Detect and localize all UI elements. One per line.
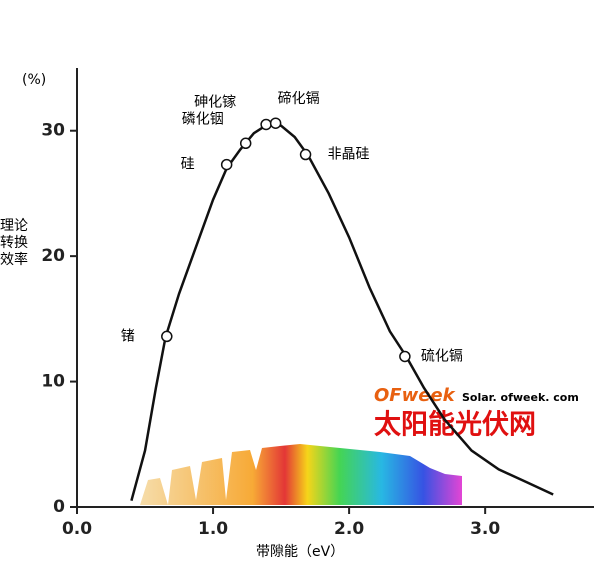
y-axis-label: 理论转换效率 xyxy=(0,218,28,268)
x-axis-label: 带隙能（eV） xyxy=(256,544,344,560)
material-label: 磷化铟 xyxy=(182,111,224,127)
material-point xyxy=(220,158,233,171)
material-label: 非晶硅 xyxy=(328,147,370,163)
material-label: 硫化镉 xyxy=(421,348,463,364)
y-unit: (%) xyxy=(22,72,46,88)
material-point xyxy=(161,330,173,343)
material-label: 硅 xyxy=(181,157,195,173)
x-tick-label: 0.0 xyxy=(62,519,92,539)
watermark: OFweek Solar. ofweek. com 太阳能光伏网 xyxy=(374,385,579,441)
x-tick-label: 3.0 xyxy=(470,519,500,539)
x-tick-label: 2.0 xyxy=(334,519,364,539)
y-tick-label: 10 xyxy=(41,372,65,392)
material-label: 砷化镓 xyxy=(194,94,236,110)
watermark-name: 太阳能光伏网 xyxy=(374,409,536,441)
y-tick-label: 30 xyxy=(41,121,65,141)
efficiency-curve xyxy=(130,123,554,502)
material-point xyxy=(269,117,282,129)
x-tick-label: 1.0 xyxy=(198,519,228,539)
watermark-logo: OFweek xyxy=(374,385,456,406)
material-point xyxy=(260,118,272,131)
y-axis-label-text: 理论转换效率 xyxy=(0,218,28,268)
y-tick-label: 20 xyxy=(41,246,65,266)
material-point xyxy=(239,137,252,150)
material-label: 锗 xyxy=(121,328,135,344)
material-point xyxy=(299,148,312,161)
material-label: 碲化镉 xyxy=(278,90,320,107)
material-point xyxy=(399,350,411,363)
solar-spectrum xyxy=(140,444,462,505)
y-tick-label: 0 xyxy=(53,497,65,517)
watermark-site: Solar. ofweek. com xyxy=(462,391,579,404)
